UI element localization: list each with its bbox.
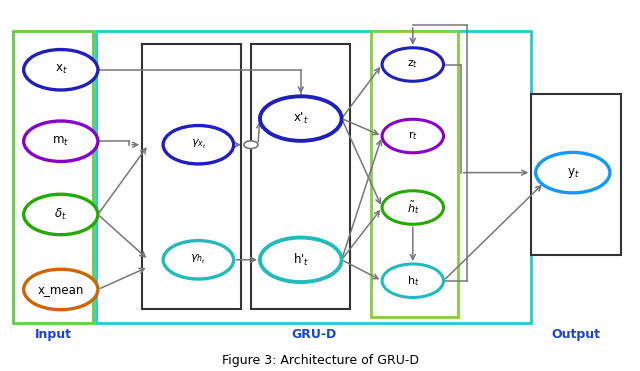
Circle shape <box>163 241 234 279</box>
Text: r$_t$: r$_t$ <box>408 129 418 142</box>
Text: x$_t$: x$_t$ <box>54 63 67 76</box>
Text: h$_t$: h$_t$ <box>406 274 419 288</box>
Circle shape <box>24 269 98 310</box>
Circle shape <box>382 191 444 224</box>
Text: GRU-D: GRU-D <box>291 328 336 341</box>
Text: z$_t$: z$_t$ <box>407 59 419 70</box>
Circle shape <box>24 194 98 235</box>
Text: Figure 3: Architecture of GRU-D: Figure 3: Architecture of GRU-D <box>221 354 419 367</box>
Bar <box>13 32 93 322</box>
Bar <box>251 43 350 309</box>
Bar <box>142 43 241 309</box>
Circle shape <box>260 96 342 141</box>
Text: $\tilde{h}_t$: $\tilde{h}_t$ <box>406 199 419 216</box>
Text: Input: Input <box>35 328 72 341</box>
Circle shape <box>382 264 444 298</box>
Text: $\gamma_{x_t}$: $\gamma_{x_t}$ <box>191 138 206 151</box>
Text: y$_t$: y$_t$ <box>566 165 579 180</box>
Bar <box>96 32 531 322</box>
Text: $\delta_t$: $\delta_t$ <box>54 207 67 222</box>
Bar <box>531 94 621 255</box>
Circle shape <box>24 121 98 161</box>
Text: m$_t$: m$_t$ <box>52 135 69 148</box>
Bar <box>371 32 458 317</box>
Circle shape <box>260 237 342 282</box>
Text: Output: Output <box>552 328 600 341</box>
Circle shape <box>382 119 444 153</box>
Circle shape <box>163 125 234 164</box>
Text: x'$_t$: x'$_t$ <box>293 111 308 126</box>
Text: $\gamma_{h_t}$: $\gamma_{h_t}$ <box>191 253 206 266</box>
Text: x_mean: x_mean <box>38 283 84 296</box>
Circle shape <box>536 152 610 193</box>
Circle shape <box>382 48 444 81</box>
Circle shape <box>24 49 98 90</box>
Text: h'$_t$: h'$_t$ <box>292 252 309 268</box>
Circle shape <box>244 141 258 148</box>
